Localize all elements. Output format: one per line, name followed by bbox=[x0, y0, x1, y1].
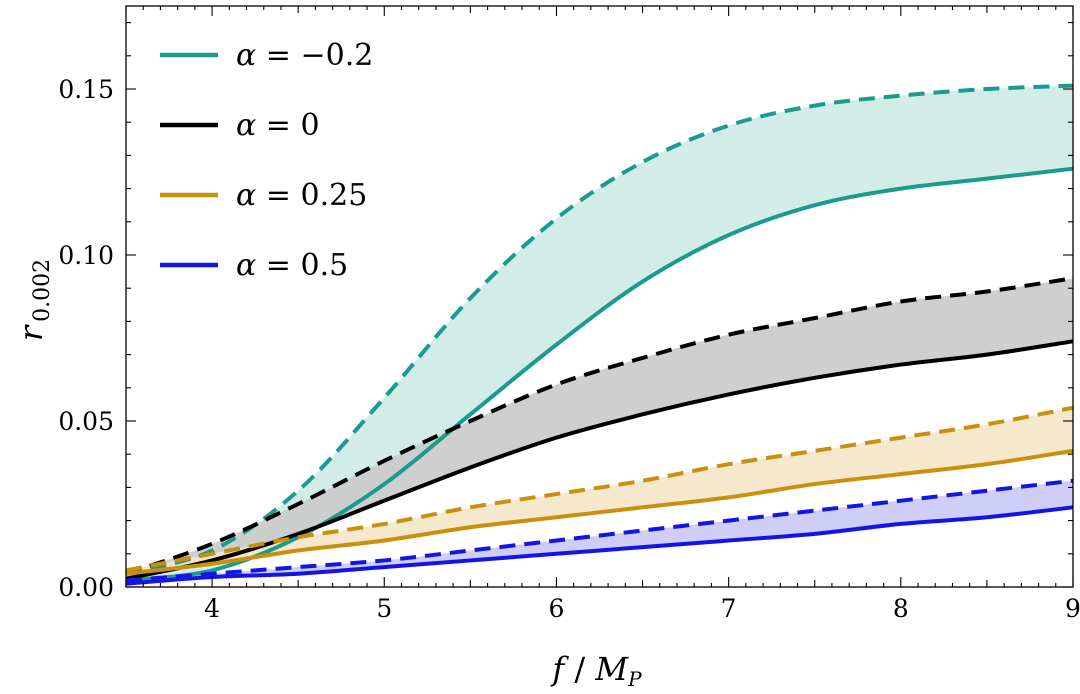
y-tick-label: 0.10 bbox=[58, 241, 114, 270]
solid-line-alpha-minus-0-2 bbox=[125, 166, 1074, 583]
dashed-line-alpha-0-5 bbox=[125, 478, 1074, 583]
axis-tick-labels: 4 5 6 7 8 9 0.00 0.05 0.10 0.15 bbox=[58, 75, 1080, 623]
dashed-line-alpha-0 bbox=[125, 276, 1074, 576]
legend-label: α = 0.5 bbox=[236, 248, 348, 283]
legend-label: α = 0.25 bbox=[236, 178, 367, 213]
plot-frame bbox=[125, 5, 1074, 588]
y-axis-sub: 0.002 bbox=[30, 259, 55, 322]
legend-item-alpha-0-25: α = 0.25 bbox=[160, 178, 367, 213]
x-axis-denom: M bbox=[594, 650, 629, 688]
x-tick-label: 9 bbox=[1065, 594, 1080, 623]
band-alpha-0 bbox=[126, 278, 1073, 579]
legend-label: α = −0.2 bbox=[236, 38, 373, 73]
shaded-bands bbox=[126, 85, 1073, 584]
solid-line-alpha-0 bbox=[125, 339, 1074, 581]
solid-line-alpha-0-5 bbox=[125, 505, 1074, 586]
x-tick-label: 8 bbox=[893, 594, 909, 623]
legend-label: α = 0 bbox=[236, 108, 320, 143]
dashed-line-alpha-0-25 bbox=[125, 405, 1074, 573]
x-tick-label: 4 bbox=[204, 594, 220, 623]
solid-line-alpha-0-25 bbox=[125, 448, 1074, 576]
y-axis-var: r bbox=[12, 324, 50, 341]
x-tick-label: 6 bbox=[549, 594, 565, 623]
band-alpha-minus-0-2 bbox=[126, 85, 1073, 581]
x-axis-denom-sub: P bbox=[627, 667, 642, 691]
x-axis-sep: / bbox=[564, 650, 595, 688]
legend-item-alpha-0: α = 0 bbox=[160, 108, 320, 143]
dashed-line-alpha-minus-0-2 bbox=[125, 83, 1074, 576]
y-tick-label: 0.00 bbox=[58, 573, 114, 602]
legend: α = −0.2 α = 0 α = 0.25 α = 0.5 bbox=[160, 38, 373, 283]
band-alpha-0-5 bbox=[126, 480, 1073, 584]
axis-ticks bbox=[125, 6, 1074, 588]
band-alpha-0-25 bbox=[126, 407, 1073, 574]
y-tick-label: 0.15 bbox=[58, 75, 114, 104]
x-tick-label: 7 bbox=[721, 594, 737, 623]
x-axis-title: f / MP bbox=[550, 650, 642, 691]
legend-item-alpha-minus-0-2: α = −0.2 bbox=[160, 38, 373, 73]
y-tick-label: 0.05 bbox=[58, 407, 114, 436]
legend-item-alpha-0-5: α = 0.5 bbox=[160, 248, 348, 283]
x-tick-label: 5 bbox=[376, 594, 392, 623]
curves bbox=[125, 83, 1074, 586]
y-axis-title: r 0.002 bbox=[12, 259, 55, 341]
